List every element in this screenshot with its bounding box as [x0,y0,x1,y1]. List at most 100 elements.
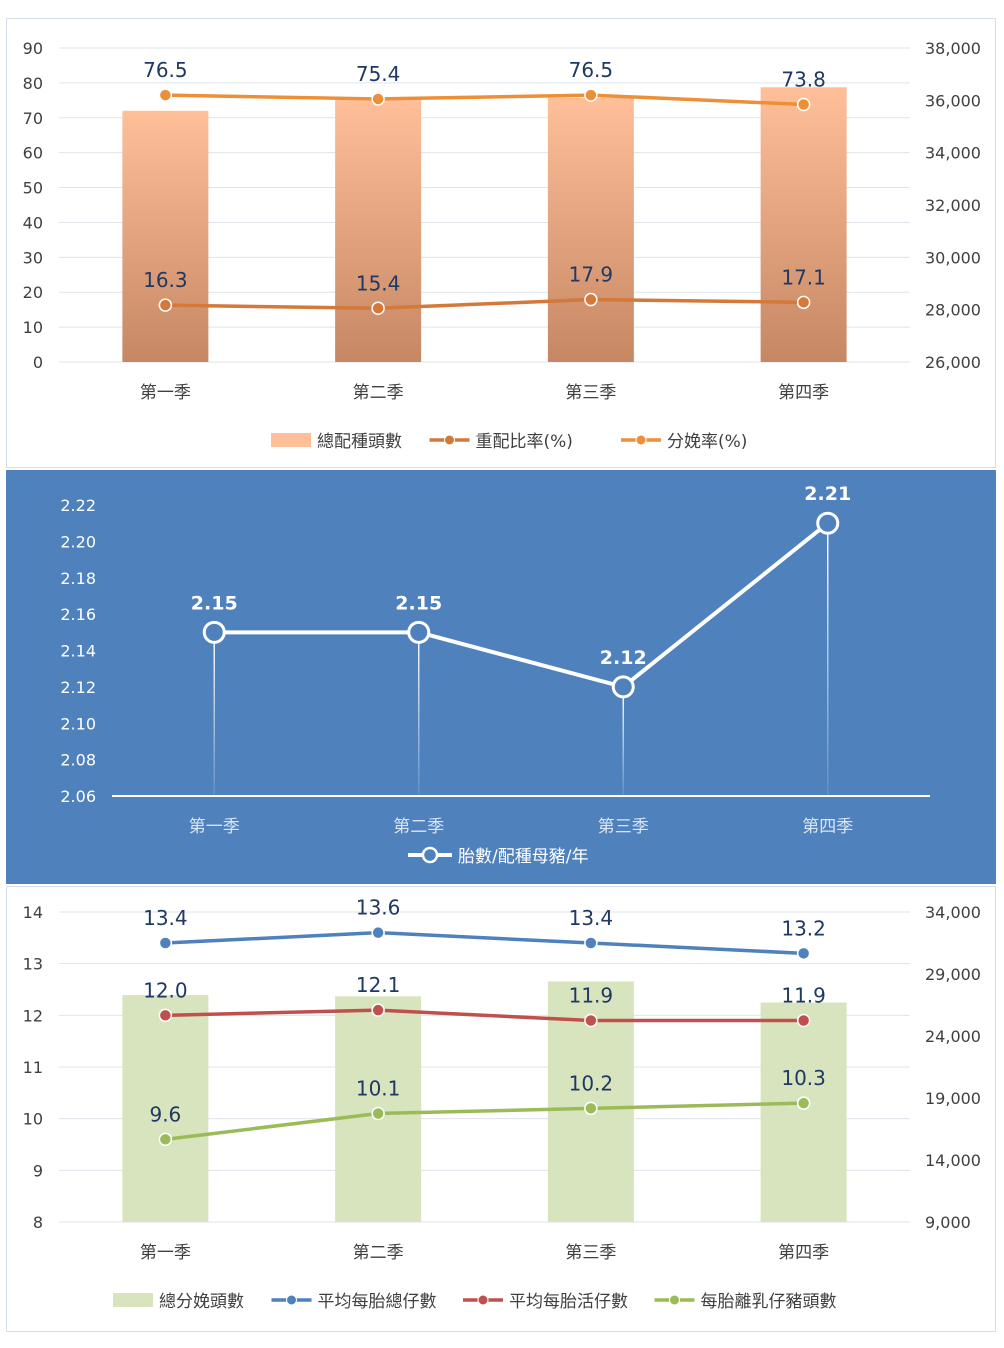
legend-swatch [271,433,311,447]
y-right-tick-label: 38,000 [925,39,981,58]
data-point [158,936,173,950]
legend-label: 總分娩頭數 [159,1292,244,1312]
bar [335,97,422,362]
legend-label: 每胎離乳仔豬頭數 [701,1292,837,1312]
legend-swatch [113,1293,153,1307]
bar [122,995,209,1222]
data-label: 12.1 [356,973,401,997]
data-label: 11.9 [781,984,826,1008]
y-left-tick-label: 8 [33,1213,43,1232]
data-point [816,511,840,535]
data-label: 12.0 [143,978,188,1002]
x-tick-label: 第四季 [778,383,829,403]
data-point [371,1106,385,1121]
series-line [165,1101,804,1142]
y-right-tick-label: 29,000 [925,965,981,984]
y-left-tick-label: 40 [23,213,43,232]
y-right-tick-label: 30,000 [925,248,981,267]
data-label: 17.9 [569,263,614,287]
legend-marker [477,1294,489,1306]
mating-chart: 0 10 20 30 40 50 60 70 80 90 26,000 28,000 30,000 32,… [23,39,981,452]
x-tick-label: 第三季 [598,817,649,837]
legend-marker [286,1294,297,1306]
drop-line [213,632,215,796]
farrowing-chart-panel: 8 9 10 11 12 13 14 9,000 14,000 19,000 24,000 29,00… [6,886,996,1332]
y-left-tick-label: 0 [33,353,43,372]
y-left-tick-label: 9 [33,1161,43,1180]
data-label: 15.4 [356,271,401,295]
data-point [371,92,385,106]
data-point [371,301,385,316]
series-line [165,930,804,956]
drop-line [827,523,829,796]
legend-marker [444,434,455,446]
data-point [158,1132,173,1147]
y-right-tick-label: 9,000 [925,1213,971,1232]
x-tick-label: 第二季 [353,1243,404,1263]
data-label: 76.5 [143,58,188,82]
drop-line [418,632,420,796]
y-left-tick-label: 2.22 [60,496,96,515]
data-label: 17.1 [781,265,826,289]
y-left-tick-label: 50 [23,179,43,198]
y-right-tick-label: 26,000 [925,353,981,372]
y-left-tick-label: 60 [23,144,43,163]
x-tick-label: 第四季 [778,1243,829,1263]
y-right-tick-label: 34,000 [925,144,981,163]
data-label: 13.4 [143,906,188,930]
legend-marker [669,1294,680,1306]
data-point [584,88,598,102]
y-left-tick-label: 2.18 [60,569,96,588]
y-left-tick-label: 70 [23,109,43,128]
mating-chart-panel: 0 10 20 30 40 50 60 70 80 90 26,000 28,000 30,000 32,… [6,18,996,468]
x-tick-label: 第三季 [565,383,616,403]
litters-chart: 2.06 2.08 2.10 2.12 2.14 2.16 2.18 2.20 2.22 第一季 第… [60,483,930,867]
y-left-tick-label: 2.14 [60,642,96,661]
x-tick-label: 第三季 [565,1243,616,1263]
y-left-tick-label: 2.10 [60,714,96,733]
data-label: 10.3 [781,1066,826,1090]
data-point [611,675,635,699]
bar [547,97,634,362]
y-right-tick-label: 19,000 [925,1089,981,1108]
data-label: 9.6 [149,1102,181,1126]
y-left-tick-label: 30 [23,248,43,267]
y-left-tick-label: 90 [23,39,43,58]
y-left-tick-label: 14 [23,903,43,922]
data-point [796,97,811,112]
y-right-tick-label: 36,000 [925,91,981,110]
data-point [158,88,173,102]
data-label: 13.2 [781,916,826,940]
legend-marker [635,434,647,446]
series-line [165,93,804,107]
data-point [202,620,226,644]
y-left-tick-label: 80 [23,74,43,93]
y-right-tick-label: 28,000 [925,301,981,320]
data-label: 13.4 [569,906,614,930]
x-tick-label: 第二季 [393,817,444,837]
data-point [158,298,173,312]
data-point [407,620,431,644]
legend-label: 總配種頭數 [317,432,402,452]
data-label: 11.9 [569,984,614,1008]
data-point [584,936,598,950]
data-label: 10.1 [356,1077,401,1101]
x-tick-label: 第一季 [140,1243,191,1263]
y-left-tick-label: 2.20 [60,532,96,551]
data-point [371,925,385,940]
x-tick-label: 第四季 [802,817,853,837]
y-left-tick-label: 2.12 [60,678,96,697]
data-point [796,1013,811,1028]
legend-label: 胎數/配種母豬/年 [458,847,588,867]
bar [760,1002,847,1222]
y-left-tick-label: 2.16 [60,605,96,624]
farrowing-chart: 8 9 10 11 12 13 14 9,000 14,000 19,000 24,000 29,00… [23,896,981,1312]
data-label: 2.21 [804,483,851,505]
data-point [158,1008,173,1023]
y-left-tick-label: 10 [23,1110,43,1129]
data-label: 76.5 [569,58,614,82]
y-right-tick-label: 34,000 [925,903,981,922]
y-right-tick-label: 24,000 [925,1027,981,1046]
series-line [165,1008,804,1023]
y-left-tick-label: 12 [23,1006,43,1025]
